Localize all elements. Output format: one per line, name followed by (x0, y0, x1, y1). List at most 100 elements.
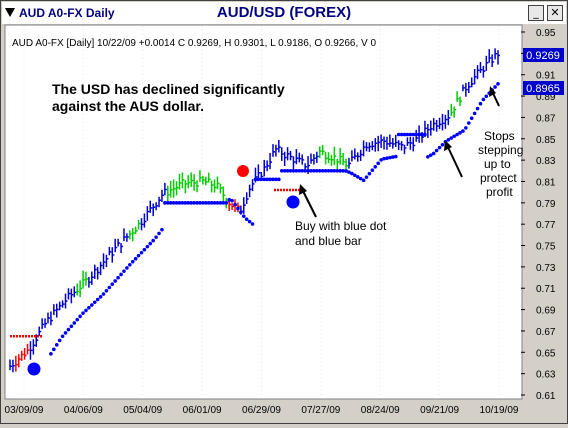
y-tick-label: 0.61 (536, 391, 556, 402)
y-tick-label: 0.95 (536, 28, 556, 39)
stop-dot (212, 201, 217, 205)
stop-dot (297, 168, 302, 173)
stop-dot (464, 126, 468, 130)
stop-dot (423, 132, 427, 137)
stop-dot (209, 201, 214, 205)
stop-dot (306, 168, 310, 173)
stop-dot (224, 201, 229, 205)
stop-dot (98, 295, 103, 299)
minimize-button[interactable]: _ (528, 5, 544, 21)
stop-dot (399, 132, 404, 137)
stop-dot (78, 314, 82, 319)
title-bar: AUD A0-FX Daily AUD/USD (FOREX) _ ✕ (2, 2, 566, 24)
stop-dot (268, 177, 272, 182)
stop-dot (142, 247, 147, 252)
stop-dot (128, 262, 132, 267)
annotation-stops-1: Stops (484, 129, 515, 143)
stop-dot (449, 136, 454, 140)
stop-dot (426, 154, 430, 159)
stop-dot (469, 116, 474, 121)
stop-dot (119, 272, 123, 277)
stop-dot (236, 206, 240, 211)
annotation-buy-2: and blue bar (295, 234, 362, 248)
x-tick-label: 04/06/09 (64, 405, 103, 416)
stop-dot (160, 227, 164, 232)
stop-dot (364, 175, 369, 179)
stop-dot (148, 241, 153, 246)
stop-dot (317, 168, 322, 173)
stop-dot (376, 161, 380, 166)
stop-dot (347, 170, 351, 174)
stop-dot (92, 300, 97, 305)
stop-dot (189, 201, 193, 205)
stop-dots (10, 82, 500, 356)
stop-dot (481, 97, 486, 102)
stop-dot (87, 305, 91, 310)
stop-dot (379, 158, 383, 162)
stop-dot (408, 132, 413, 137)
info-line: AUD A0-FX [Daily] 10/22/09 +0.0014 C 0.9… (12, 38, 376, 49)
stop-dot (466, 121, 471, 125)
price-chart: 0.950.930.910.890.870.850.830.810.790.77… (2, 24, 566, 423)
stop-dot (274, 177, 278, 182)
buy-signal-dot-start (27, 362, 41, 376)
stop-dot (192, 201, 196, 205)
stop-dot (227, 197, 231, 202)
stop-dot (104, 288, 109, 293)
stop-dot (256, 177, 261, 182)
stop-dot (405, 132, 410, 137)
annotation-main-2: against the AUS dollar. (52, 98, 204, 114)
stop-dot (285, 168, 290, 173)
stop-dot (461, 129, 465, 133)
stop-dot (157, 231, 161, 236)
stop-dot (312, 168, 316, 173)
stop-dot (215, 201, 220, 205)
stop-dot (411, 132, 416, 137)
stop-dot (198, 201, 202, 205)
symbol-title: AUD A0-FX Daily (19, 6, 115, 20)
stop-dot (382, 156, 386, 161)
y-tick-label: 0.85 (536, 135, 556, 146)
stop-dot (279, 168, 284, 173)
stop-dot (151, 238, 155, 243)
stop-dot (125, 266, 129, 270)
stop-dot (332, 168, 337, 173)
stop-dot (309, 168, 313, 173)
x-tick-label: 10/19/09 (480, 405, 519, 416)
annotation-stops-5: profit (486, 185, 513, 199)
buy-signal-dot (286, 195, 300, 209)
close-button[interactable]: ✕ (547, 5, 563, 21)
stop-dot (203, 201, 208, 205)
stop-dot (420, 132, 424, 137)
y-tick-label: 0.91 (536, 71, 556, 82)
stop-dot (84, 308, 88, 313)
stop-dot (244, 217, 249, 222)
x-tick-label: 03/09/09 (5, 405, 44, 416)
buy-arrow (301, 188, 317, 218)
stop-dot (277, 177, 281, 182)
stop-dot (130, 259, 135, 264)
stop-dot (458, 131, 462, 135)
stop-dot (472, 111, 477, 116)
stop-dot (370, 168, 375, 173)
stop-dot (329, 168, 334, 173)
stop-dot (52, 347, 56, 352)
stop-dot (165, 201, 170, 205)
window-menu-icon[interactable] (5, 8, 15, 17)
stop-dot (414, 132, 418, 137)
stop-dot (294, 168, 299, 173)
stop-dot (54, 343, 59, 347)
stop-dot (388, 155, 392, 160)
stop-dot (344, 169, 348, 173)
stop-dot (291, 168, 296, 173)
stop-dot (90, 303, 94, 307)
stop-dot (171, 201, 176, 205)
x-axis: 03/09/09 04/06/09 05/04/09 06/01/09 06/29/09… (5, 405, 519, 416)
stop-dot (353, 173, 357, 178)
plot-area (4, 24, 523, 400)
y-tick-label: 0.87 (536, 113, 556, 124)
y-tick-label: 0.79 (536, 199, 556, 210)
y-tick-label: 0.83 (536, 156, 556, 167)
stop-dot (247, 219, 252, 224)
